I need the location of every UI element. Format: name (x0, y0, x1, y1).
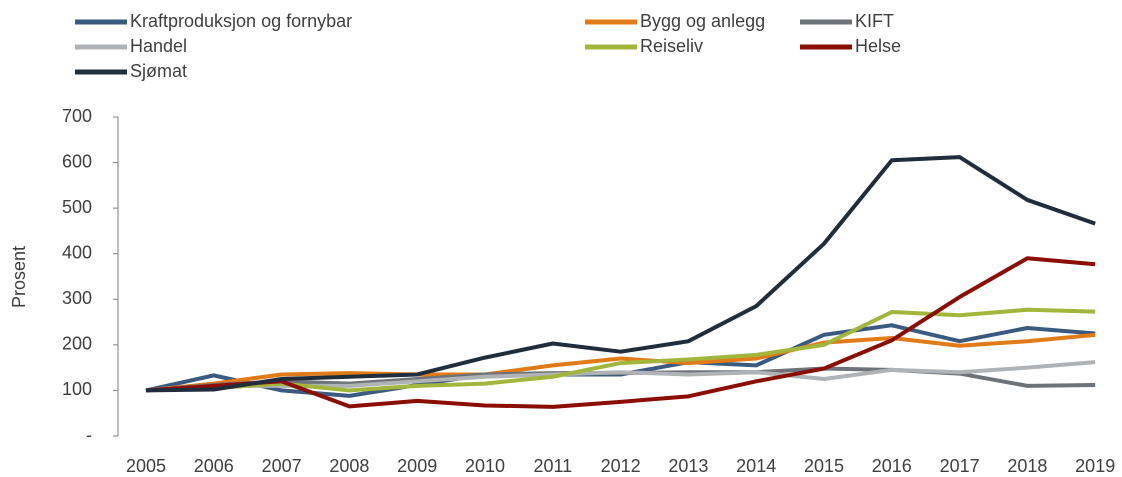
x-tick-label: 2019 (1075, 456, 1115, 476)
x-tick-label: 2017 (940, 456, 980, 476)
series-line (145, 256, 1096, 409)
x-tick-label: 2005 (126, 456, 166, 476)
y-tick-label: 300 (62, 288, 92, 308)
legend-label: Kraftproduksjon og fornybar (130, 11, 352, 31)
x-tick-label: 2011 (533, 456, 572, 476)
x-tick-label: 2015 (804, 456, 844, 476)
legend-label: KIFT (855, 11, 894, 31)
y-tick-label: 200 (62, 334, 92, 354)
x-tick-label: 2008 (329, 456, 369, 476)
series-line (145, 332, 1096, 393)
y-tick-label: 700 (62, 106, 92, 126)
legend-label: Reiseliv (640, 36, 703, 56)
x-tick-label: 2010 (465, 456, 505, 476)
x-tick-label: 2012 (601, 456, 641, 476)
legend-label: Handel (130, 36, 187, 56)
series-line (145, 155, 1096, 393)
x-tick-label: 2013 (668, 456, 708, 476)
legend-label: Helse (855, 36, 901, 56)
x-tick-label: 2014 (736, 456, 776, 476)
series-line (145, 307, 1096, 393)
x-tick-label: 2007 (262, 456, 302, 476)
x-tick-label: 2016 (872, 456, 912, 476)
y-tick-label: - (86, 425, 92, 445)
y-tick-label: 400 (62, 242, 92, 262)
legend-label: Sjømat (130, 61, 187, 81)
y-tick-label: 600 (62, 151, 92, 171)
x-tick-label: 2006 (194, 456, 234, 476)
y-tick-label: 100 (62, 379, 92, 399)
y-tick-label: 500 (62, 197, 92, 217)
x-tick-label: 2009 (397, 456, 437, 476)
legend-label: Bygg og anlegg (640, 11, 765, 31)
y-axis-label: Prosent (9, 246, 29, 308)
x-tick-label: 2018 (1007, 456, 1047, 476)
